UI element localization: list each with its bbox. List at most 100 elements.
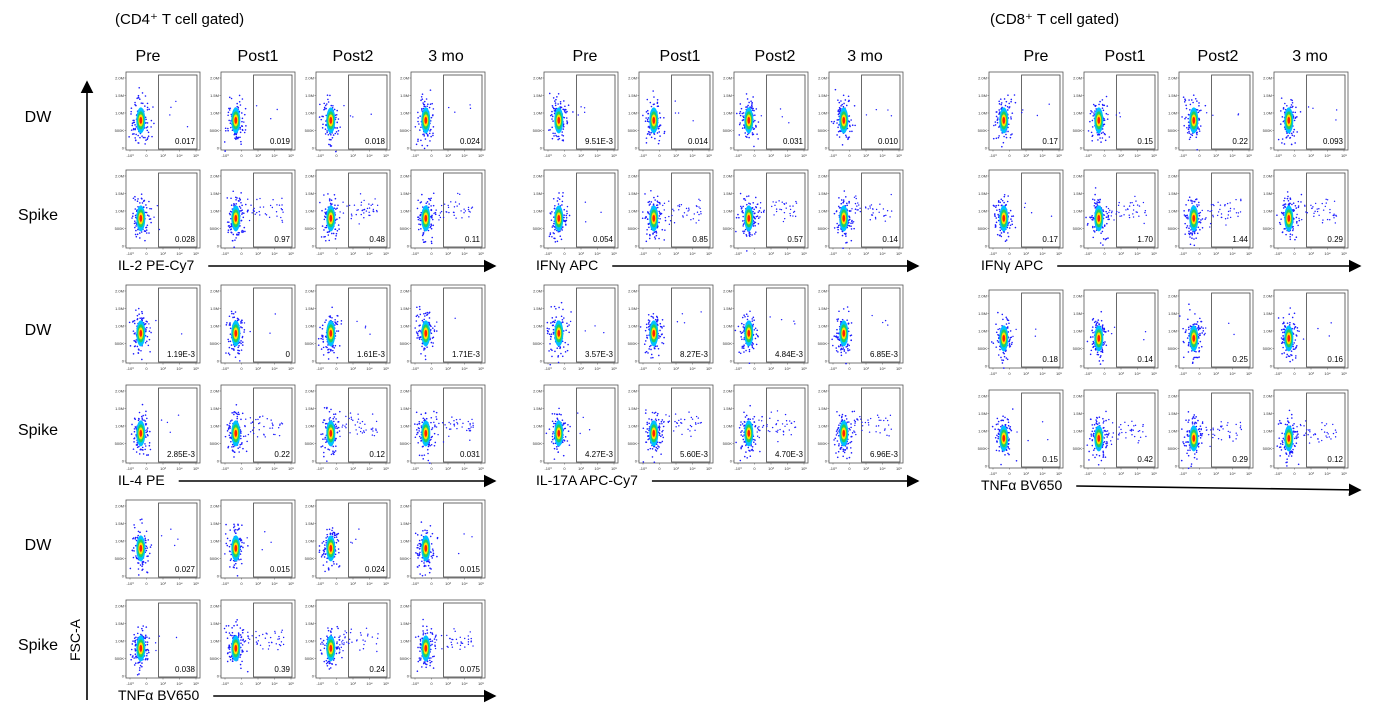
event-dot xyxy=(462,643,463,644)
event-dot xyxy=(424,418,426,420)
event-dot xyxy=(461,642,462,643)
event-dot xyxy=(235,199,237,201)
event-dot xyxy=(752,132,754,134)
event-dot xyxy=(234,411,236,413)
event-dot xyxy=(748,137,750,139)
event-dot xyxy=(336,643,338,645)
event-dot xyxy=(331,663,333,665)
x-tick-label: -10³ xyxy=(639,251,647,256)
event-dot xyxy=(425,355,427,357)
event-dot xyxy=(135,657,137,659)
event-dot xyxy=(335,322,337,324)
event-dot xyxy=(763,210,764,211)
event-dot xyxy=(235,563,237,565)
event-dot xyxy=(553,108,555,110)
event-dot xyxy=(282,221,283,222)
event-dot xyxy=(885,220,886,221)
x-tick-label: 10⁴ xyxy=(784,153,790,158)
event-dot xyxy=(700,211,701,212)
event-dot xyxy=(336,233,338,235)
event-dot xyxy=(242,632,244,634)
event-dot xyxy=(418,565,420,567)
y-tick-label: 1.0M xyxy=(210,539,219,544)
event-dot xyxy=(420,314,422,316)
event-dot xyxy=(419,436,421,438)
event-dot xyxy=(133,197,135,199)
event-dot xyxy=(846,105,848,107)
event-dot xyxy=(341,647,342,648)
event-dot xyxy=(138,673,140,675)
event-dot xyxy=(326,460,328,462)
event-dot xyxy=(740,206,742,208)
event-dot xyxy=(142,103,144,105)
event-dot xyxy=(150,126,152,128)
event-dot xyxy=(470,108,471,109)
x-tick-label: -10³ xyxy=(411,466,419,471)
event-dot xyxy=(743,232,745,234)
event-dot xyxy=(364,424,365,425)
y-tick-label: 1.0M xyxy=(115,209,124,214)
event-dot xyxy=(376,421,377,422)
event-dot xyxy=(752,134,754,136)
event-dot xyxy=(470,430,471,431)
event-dot xyxy=(331,628,333,630)
x-tick-label: -10³ xyxy=(639,153,647,158)
event-dot xyxy=(326,103,328,105)
event-dot xyxy=(145,119,147,121)
event-dot xyxy=(850,225,852,227)
y-tick-label: 0 xyxy=(312,146,315,151)
event-dot xyxy=(131,424,133,426)
x-tick-label: 10⁴ xyxy=(176,251,182,256)
event-dot xyxy=(338,637,340,639)
event-dot xyxy=(251,635,252,636)
event-dot xyxy=(141,231,143,233)
event-dot xyxy=(250,422,251,423)
event-dot xyxy=(276,643,277,644)
event-dot xyxy=(417,566,419,568)
y-tick-label: 500K xyxy=(533,128,543,133)
event-dot xyxy=(140,350,142,352)
event-dot xyxy=(339,649,340,650)
event-dot xyxy=(169,114,170,115)
event-dot xyxy=(225,127,227,129)
event-dot xyxy=(149,330,151,332)
y-tick-label: 1.5M xyxy=(210,306,219,311)
event-dot xyxy=(150,222,152,224)
event-dot xyxy=(424,241,426,243)
y-tick-label: 1.5M xyxy=(400,306,409,311)
event-dot xyxy=(141,135,143,137)
event-dot xyxy=(432,342,434,344)
event-dot xyxy=(239,206,241,208)
event-dot xyxy=(856,198,857,199)
event-dot xyxy=(451,644,452,645)
event-dot xyxy=(834,227,836,229)
event-dot xyxy=(145,122,147,124)
gating-header: (CD4⁺ T cell gated) xyxy=(115,11,244,28)
row-label: DW xyxy=(25,322,53,339)
event-dot xyxy=(135,636,137,638)
event-dot xyxy=(430,536,432,538)
event-dot xyxy=(745,136,747,138)
event-dot xyxy=(139,519,141,521)
event-dot xyxy=(427,201,429,203)
event-dot xyxy=(838,114,840,116)
event-dot xyxy=(337,324,339,326)
event-dot xyxy=(377,205,378,206)
x-tick-label: 10⁵ xyxy=(801,153,807,158)
x-tick-label: 10⁵ xyxy=(611,153,617,158)
event-dot xyxy=(330,409,332,411)
event-dot xyxy=(336,131,338,133)
event-dot xyxy=(133,330,135,332)
event-dot xyxy=(428,559,430,561)
event-dot xyxy=(872,214,873,215)
event-dot xyxy=(644,193,646,195)
event-dot xyxy=(859,208,860,209)
event-dot xyxy=(322,325,324,327)
event-dot xyxy=(228,221,230,223)
x-tick-label: 0 xyxy=(240,581,243,586)
event-dot xyxy=(430,129,432,131)
event-dot xyxy=(692,120,693,121)
event-dot xyxy=(146,547,148,549)
event-dot xyxy=(145,320,147,322)
event-dot xyxy=(417,432,419,434)
